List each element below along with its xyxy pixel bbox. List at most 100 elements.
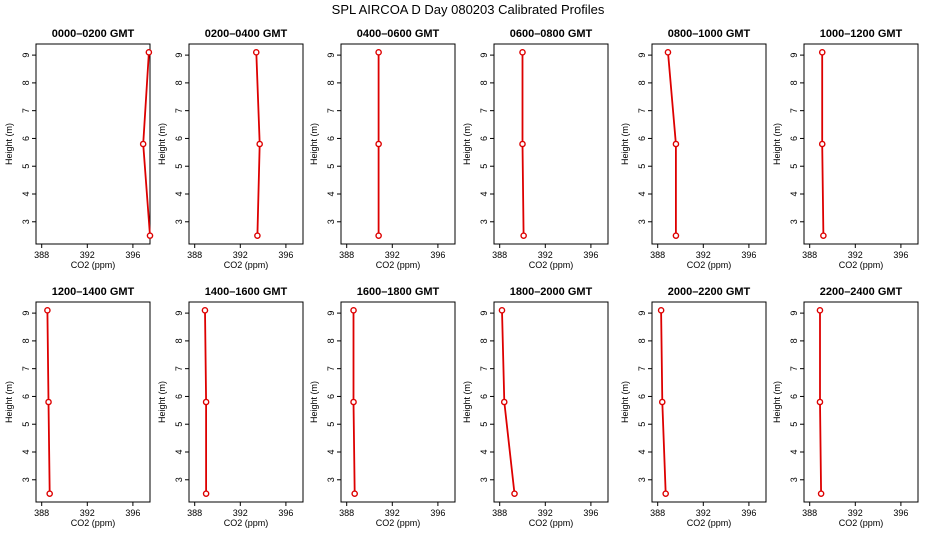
- y-axis-label: Height (m): [772, 123, 782, 165]
- x-axis-label: CO2 (ppm): [529, 260, 574, 270]
- panel-title: 1800–2000 GMT: [510, 286, 593, 298]
- y-tick-label: 4: [21, 449, 31, 454]
- panel-0: 0000–0200 GMT 388 392 396 3 4 5 6 7 8 9 CO2 (ppm) He…: [4, 28, 154, 270]
- x-tick-label: 392: [696, 250, 711, 260]
- y-tick-label: 8: [637, 338, 647, 343]
- y-tick-label: 9: [174, 311, 184, 316]
- y-tick-label: 7: [479, 108, 489, 113]
- panel-8: 1600–1800 GMT 388 392 396 3 4 5 6 7 8 9 CO2 (ppm) He…: [309, 286, 456, 528]
- y-tick-label: 4: [174, 191, 184, 196]
- x-tick-label: 392: [848, 508, 863, 518]
- x-tick-label: 388: [802, 250, 817, 260]
- panel-title: 0600–0800 GMT: [510, 28, 593, 40]
- y-tick-label: 6: [21, 394, 31, 399]
- panel-3: 0600–0800 GMT 388 392 396 3 4 5 6 7 8 9 CO2 (ppm) He…: [462, 28, 609, 270]
- panel-title: 1600–1800 GMT: [357, 286, 440, 298]
- plot-frame: [803, 43, 919, 245]
- y-tick-label: 5: [479, 164, 489, 169]
- plot-frame: [35, 43, 151, 245]
- x-tick-label: 388: [650, 508, 665, 518]
- x-tick-label: 396: [741, 250, 756, 260]
- y-tick-label: 6: [326, 136, 336, 141]
- y-tick-label: 7: [326, 366, 336, 371]
- plot-frame: [651, 43, 767, 245]
- y-tick-label: 5: [789, 164, 799, 169]
- y-tick-label: 9: [326, 53, 336, 58]
- data-point: [820, 232, 827, 239]
- y-tick-label: 3: [637, 477, 647, 482]
- x-axis-label: CO2 (ppm): [839, 260, 884, 270]
- y-tick-label: 9: [637, 53, 647, 58]
- plot-frame: [651, 301, 767, 503]
- x-axis-label: CO2 (ppm): [376, 518, 421, 528]
- x-tick-label: 388: [187, 508, 202, 518]
- panel-title: 2200–2400 GMT: [820, 286, 903, 298]
- y-tick-label: 9: [21, 53, 31, 58]
- y-tick-label: 7: [326, 108, 336, 113]
- data-point: [664, 49, 672, 56]
- y-tick-label: 4: [326, 449, 336, 454]
- y-tick-label: 4: [637, 449, 647, 454]
- x-tick-label: 388: [339, 508, 354, 518]
- data-point: [254, 232, 261, 239]
- y-tick-label: 8: [479, 338, 489, 343]
- data-point: [46, 490, 53, 497]
- y-axis-label: Height (m): [772, 381, 782, 423]
- x-axis-label: CO2 (ppm): [376, 260, 421, 270]
- x-tick-label: 396: [893, 508, 908, 518]
- y-tick-label: 5: [21, 422, 31, 427]
- panel-title: 0000–0200 GMT: [52, 28, 135, 40]
- y-tick-label: 7: [479, 366, 489, 371]
- data-point: [672, 232, 680, 239]
- plot-frame: [803, 301, 919, 503]
- y-tick-label: 5: [326, 164, 336, 169]
- y-tick-label: 8: [326, 338, 336, 343]
- data-point: [202, 398, 210, 406]
- panel-5: 1000–1200 GMT 388 392 396 3 4 5 6 7 8 9 CO2 (ppm) He…: [772, 28, 919, 270]
- y-tick-label: 9: [789, 53, 799, 58]
- data-point: [520, 232, 527, 239]
- x-tick-label: 396: [278, 508, 293, 518]
- y-tick-label: 6: [637, 136, 647, 141]
- x-tick-label: 396: [125, 250, 140, 260]
- y-tick-label: 4: [479, 191, 489, 196]
- y-tick-label: 5: [637, 164, 647, 169]
- y-tick-label: 3: [21, 219, 31, 224]
- x-tick-label: 396: [893, 250, 908, 260]
- y-tick-label: 9: [479, 311, 489, 316]
- data-point: [658, 398, 666, 406]
- y-tick-label: 4: [21, 191, 31, 196]
- data-point: [818, 140, 826, 148]
- data-point: [500, 398, 508, 406]
- y-tick-label: 6: [479, 394, 489, 399]
- data-point: [146, 232, 154, 239]
- x-axis-label: CO2 (ppm): [224, 260, 269, 270]
- x-tick-label: 396: [741, 508, 756, 518]
- y-axis-label: Height (m): [309, 381, 319, 423]
- y-axis-label: Height (m): [462, 381, 472, 423]
- y-tick-label: 7: [637, 108, 647, 113]
- data-point: [375, 140, 382, 148]
- data-point: [45, 398, 52, 406]
- y-tick-label: 5: [789, 422, 799, 427]
- data-point: [375, 49, 382, 56]
- x-axis-label: CO2 (ppm): [71, 260, 116, 270]
- x-tick-label: 388: [34, 250, 49, 260]
- x-axis-label: CO2 (ppm): [687, 260, 732, 270]
- x-tick-label: 388: [492, 508, 507, 518]
- data-point: [350, 398, 357, 406]
- y-tick-label: 4: [174, 449, 184, 454]
- data-point: [350, 307, 357, 314]
- data-point: [351, 490, 358, 497]
- panel-title: 1200–1400 GMT: [52, 286, 135, 298]
- data-point: [256, 140, 263, 148]
- data-point: [657, 307, 665, 314]
- x-tick-label: 392: [80, 250, 95, 260]
- panel-title: 2000–2200 GMT: [668, 286, 751, 298]
- y-tick-label: 9: [479, 53, 489, 58]
- x-tick-label: 396: [125, 508, 140, 518]
- y-tick-label: 4: [479, 449, 489, 454]
- data-point: [662, 490, 669, 497]
- y-tick-label: 4: [637, 191, 647, 196]
- x-tick-label: 392: [233, 250, 248, 260]
